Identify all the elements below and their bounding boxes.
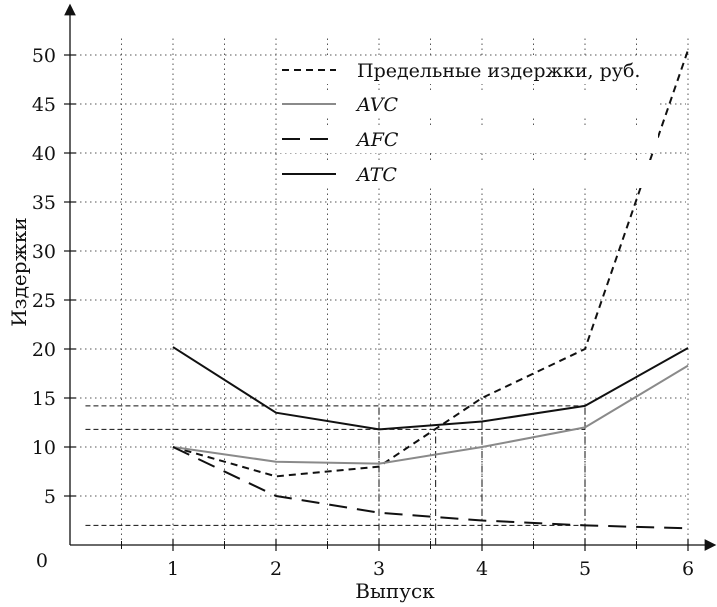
legend-label: ATC [355,164,397,186]
legend-background [278,125,658,153]
x-tick-label: 2 [270,558,282,580]
x-tick-label: 3 [373,558,385,580]
y-tick-label: 20 [32,339,56,361]
x-axis-title: Выпуск [355,579,435,603]
legend-background [278,160,658,188]
reference-lines [85,398,586,545]
y-tick-label: 50 [32,45,56,67]
x-tick-label: 6 [682,558,694,580]
series-line-afc [172,446,689,530]
series-line-atc [172,346,689,431]
y-axis-title: Издержки [7,217,31,327]
series-line-avc [172,364,689,465]
origin-label: 0 [36,550,48,572]
x-tick-label: 1 [167,558,179,580]
x-tick-label: 4 [476,558,488,580]
y-tick-label: 15 [32,388,56,410]
series-lines [172,49,689,530]
y-tick-label: 30 [32,241,56,263]
y-tick-label: 40 [32,143,56,165]
legend-background [278,56,658,84]
legend-label: AVC [355,94,398,116]
x-tick-label: 5 [579,558,591,580]
legend-background [278,90,658,118]
y-tick-label: 10 [32,437,56,459]
y-tick-label: 35 [32,192,56,214]
legend-label: AFC [355,129,399,151]
y-tick-label: 25 [32,290,56,312]
axes [64,3,717,551]
y-tick-label: 45 [32,94,56,116]
legend: Предельные издержки, руб. AVC AFC ATC [278,56,658,188]
y-tick-label: 5 [44,486,56,508]
series-line-marginal-cost [172,49,689,478]
legend-label: Предельные издержки, руб. [357,60,640,82]
